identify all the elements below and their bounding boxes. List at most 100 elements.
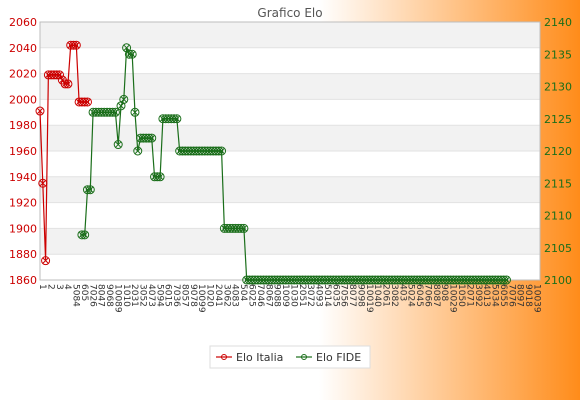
grid-band [40,176,540,203]
data-point [499,275,509,285]
data-point-marker [132,109,138,116]
data-point [41,256,51,266]
x-tick-label: 6045 [414,284,424,307]
data-point [38,178,48,188]
data-point [55,70,65,80]
chart-title: Grafico Elo [257,6,322,20]
x-tick-label: 10039 [531,284,541,313]
y-right-tick-label: 2130 [544,81,572,94]
data-point [166,114,176,124]
data-point [77,230,87,240]
y-right-tick-label: 2115 [544,177,572,190]
x-tick-label: 4013 [481,284,491,307]
data-point-marker [81,231,88,238]
grid-band [40,125,540,151]
legend-label: Elo Italia [236,351,283,364]
data-point-marker [42,257,49,264]
data-point [233,223,243,233]
y-right-tick-label: 2125 [544,113,572,126]
x-tick-label: 7036 [171,284,181,307]
x-tick-label: 3082 [389,284,399,307]
data-point [169,114,179,124]
x-tick-label: 9088 [272,284,282,307]
x-tick-label: 6055 [498,284,508,307]
data-point-marker [174,115,180,122]
y-right-tick-label: 2100 [544,274,572,287]
y-left-tick-label: 2020 [9,68,37,81]
data-point-marker [118,102,124,109]
y-left-tick-label: 1920 [9,197,37,210]
x-tick-label: 1009 [280,284,290,307]
x-tick-label: 10019 [364,284,374,313]
data-point [214,146,224,156]
x-tick-label: 7046 [255,284,265,307]
data-point [155,172,165,182]
data-point-marker [241,225,247,232]
data-point [211,146,221,156]
data-point [133,146,143,156]
x-tick-label: 4083 [230,284,240,307]
data-point [77,97,87,107]
x-tick-label: 2051 [297,284,307,307]
x-tick-label: 2031 [129,284,139,307]
x-tick-label: 6025 [246,284,256,307]
y-left-tick-label: 1860 [9,274,37,287]
x-tick-label: 1010 [121,284,131,307]
data-point [239,223,249,233]
x-tick-label: 9018 [523,284,533,307]
y-right-tick-label: 2135 [544,48,572,61]
data-point-marker [115,141,122,148]
x-tick-label: 2061 [381,284,391,307]
y-left-tick-label: 1880 [9,248,37,261]
data-point-marker [73,42,80,49]
data-point [496,275,506,285]
x-tick-label: 2041 [213,284,223,307]
x-tick-label: 3072 [305,284,315,307]
data-point-marker [123,44,130,51]
legend: Elo Italia Elo FIDE [209,345,371,369]
legend-swatch-marker [221,354,227,360]
x-tick-label: 8057 [179,284,189,307]
x-tick-label: 5034 [490,284,500,307]
data-point [80,97,90,107]
y-left-tick-label: 1980 [9,119,37,132]
x-tick-label: 605 [79,284,89,301]
data-point [82,185,92,195]
data-point [80,230,90,240]
x-tick-label: 4093 [314,284,324,307]
grid-band [40,73,540,100]
x-tick-label: 1020 [205,284,215,307]
data-point [152,172,162,182]
data-point [236,223,246,233]
x-tick-label: 6015 [163,284,173,307]
data-point [69,40,79,50]
data-point [66,40,76,50]
x-tick-label: 7066 [422,284,432,307]
grid-band [40,22,540,48]
x-tick-label: 2 [45,284,55,290]
data-point [127,49,137,59]
data-point [147,133,157,143]
x-tick-label: 9068 [104,284,114,307]
x-tick-label: 1050 [456,284,466,307]
y-left-tick-label: 2000 [9,93,37,106]
data-point [49,70,59,80]
data-point [110,107,120,117]
y-left-tick-label: 1940 [9,171,37,184]
legend-swatch-marker [301,354,307,360]
x-tick-label: 10029 [448,284,458,313]
x-tick-label: 2071 [464,284,474,307]
data-point-marker [157,173,163,180]
x-tick-label: 8077 [347,284,357,307]
data-point-marker [120,96,127,103]
x-tick-label: 7026 [87,284,97,307]
data-point-marker [87,186,94,193]
data-point [217,146,227,156]
data-point-marker [112,109,119,116]
data-point [71,40,81,50]
y-left-tick-label: 1960 [9,145,37,158]
legend-box [209,345,371,369]
x-tick-label: 10089 [112,284,122,313]
data-point [119,94,129,104]
